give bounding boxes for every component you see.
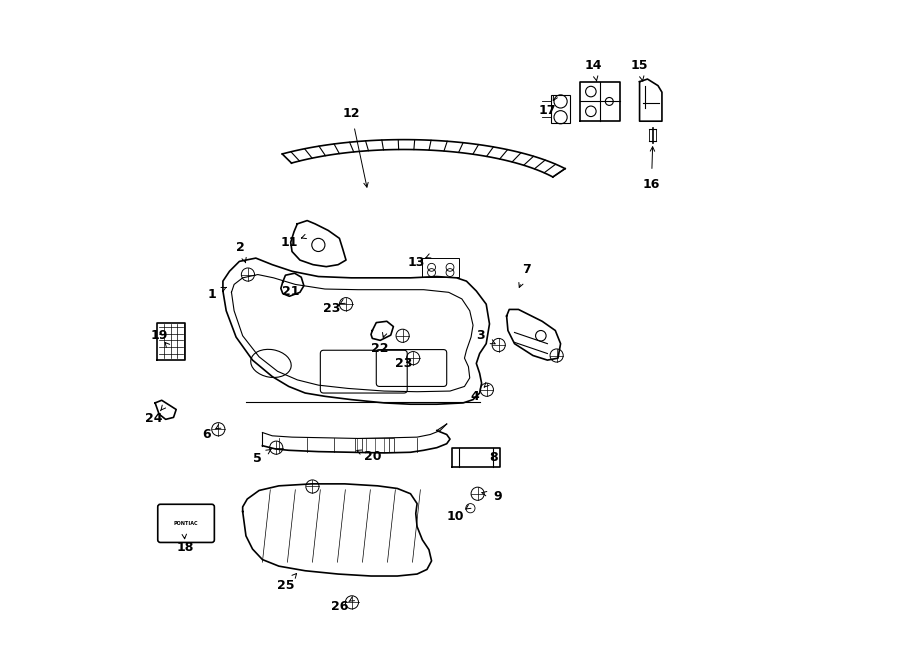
- Text: PONTIAC: PONTIAC: [174, 521, 198, 526]
- Text: 24: 24: [145, 412, 163, 425]
- Text: 12: 12: [343, 107, 360, 120]
- Text: 16: 16: [643, 178, 660, 191]
- Text: 13: 13: [407, 256, 425, 268]
- Text: 26: 26: [331, 600, 349, 613]
- Text: 20: 20: [364, 450, 382, 463]
- Text: 1: 1: [207, 288, 216, 301]
- Text: 21: 21: [282, 284, 300, 297]
- Text: 11: 11: [281, 236, 298, 249]
- Text: 10: 10: [446, 510, 464, 523]
- Text: 3: 3: [476, 329, 484, 342]
- Text: 18: 18: [176, 541, 194, 554]
- Text: 25: 25: [276, 580, 294, 592]
- Text: 6: 6: [202, 428, 211, 441]
- Text: 22: 22: [371, 342, 388, 355]
- Text: 5: 5: [254, 451, 262, 465]
- Text: 14: 14: [585, 59, 602, 73]
- Text: 23: 23: [323, 302, 340, 315]
- Text: 9: 9: [494, 490, 502, 503]
- Text: 8: 8: [489, 451, 498, 464]
- Text: 7: 7: [522, 264, 531, 276]
- Text: 17: 17: [539, 104, 556, 117]
- Text: 19: 19: [150, 329, 167, 342]
- Text: 23: 23: [395, 357, 412, 370]
- Text: 2: 2: [237, 241, 245, 254]
- Text: 4: 4: [471, 390, 480, 403]
- Text: 15: 15: [631, 59, 648, 73]
